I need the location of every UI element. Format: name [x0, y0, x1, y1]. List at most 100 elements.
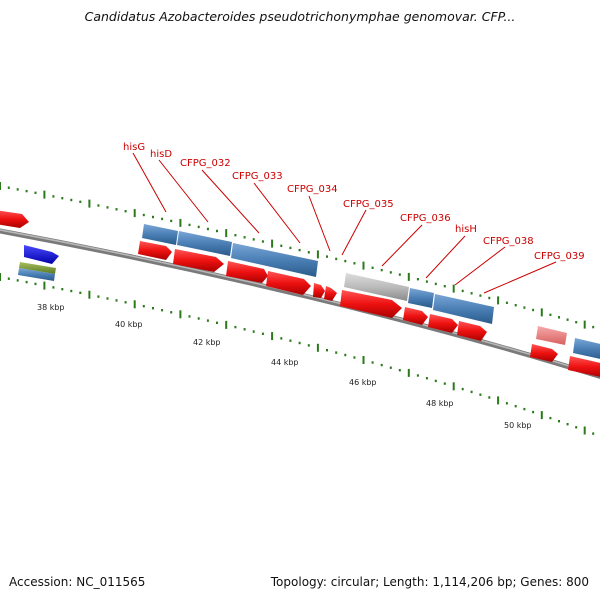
- minor-tick: [188, 315, 191, 318]
- minor-tick: [380, 363, 383, 367]
- major-tick: [583, 426, 586, 435]
- gene-block-cfpg-039[interactable]: [536, 326, 567, 345]
- minor-tick: [389, 271, 392, 274]
- gene-block-cfpg-035[interactable]: [344, 273, 409, 301]
- gene-arrow-cfpg-036[interactable]: [403, 307, 428, 325]
- kbp-label: 38 kbp: [37, 303, 65, 312]
- gene-label-cfpg-038[interactable]: CFPG_038: [483, 236, 534, 247]
- minor-tick: [170, 219, 173, 223]
- kbp-label: 48 kbp: [426, 399, 454, 408]
- minor-tick: [206, 227, 209, 231]
- minor-tick: [70, 289, 73, 293]
- major-tick: [452, 382, 455, 391]
- genome-summary: Topology: circular; Length: 1,114,206 bp…: [270, 575, 589, 589]
- minor-tick: [7, 186, 10, 189]
- minor-tick: [298, 341, 301, 345]
- minor-tick: [434, 282, 437, 286]
- gene-arrow-cfpg-039[interactable]: [530, 344, 558, 362]
- gene-arrow-cfpg-038[interactable]: [457, 321, 487, 341]
- major-tick: [271, 239, 274, 248]
- minor-tick: [389, 366, 392, 369]
- kbp-label: 46 kbp: [349, 378, 377, 387]
- gene-arrow-cfpg-034[interactable]: [313, 283, 325, 298]
- major-tick: [43, 190, 46, 199]
- genome-backbone: [0, 228, 600, 380]
- gene-label-cfpg-039[interactable]: CFPG_039: [534, 251, 585, 262]
- genes-label: Genes:: [520, 575, 563, 589]
- minor-tick: [380, 268, 383, 272]
- minor-tick: [261, 240, 264, 243]
- callout-line: [454, 246, 506, 286]
- minor-tick: [289, 246, 292, 250]
- minor-tick: [434, 379, 437, 383]
- gene-arrow-cfpg-033[interactable]: [266, 271, 311, 295]
- minor-tick: [353, 356, 356, 359]
- minor-tick: [592, 325, 595, 329]
- gene-block[interactable]: [18, 268, 55, 281]
- minor-tick: [416, 278, 419, 281]
- minor-tick: [170, 311, 173, 314]
- kbp-label: 50 kbp: [504, 421, 532, 430]
- gene-arrow-hisg[interactable]: [138, 241, 172, 260]
- minor-tick: [416, 374, 419, 377]
- gene-arrow-forward[interactable]: [0, 210, 29, 228]
- gene-arrow-hisd[interactable]: [173, 249, 224, 272]
- minor-tick: [61, 288, 64, 291]
- gene-features: [0, 210, 600, 378]
- gene-arrow-cfpg-034b[interactable]: [324, 286, 337, 301]
- callout-line: [308, 195, 331, 252]
- minor-tick: [206, 319, 209, 322]
- minor-tick: [398, 273, 401, 276]
- gene-label-cfpg-033[interactable]: CFPG_033: [232, 171, 283, 182]
- minor-tick: [523, 407, 526, 411]
- gene-block-hisg[interactable]: [142, 224, 178, 245]
- gene-label-cfpg-034[interactable]: CFPG_034: [287, 184, 338, 195]
- callout-line: [341, 209, 367, 256]
- genome-title: Candidatus Azobacteroides pseudotrichony…: [84, 9, 516, 24]
- minor-tick: [115, 208, 118, 211]
- minor-tick: [106, 297, 109, 300]
- minor-tick: [97, 295, 100, 298]
- minor-tick: [243, 328, 246, 331]
- minor-tick: [289, 339, 292, 342]
- minor-tick: [79, 291, 82, 294]
- minor-tick: [52, 286, 55, 289]
- callout-line: [132, 152, 167, 213]
- minor-tick: [216, 229, 218, 233]
- gene-arrow-forward[interactable]: [568, 356, 600, 378]
- major-tick: [88, 199, 91, 208]
- gene-block-hisd[interactable]: [177, 231, 232, 256]
- gene-label-cfpg-036[interactable]: CFPG_036: [400, 213, 451, 224]
- gene-label-cfpg-035[interactable]: CFPG_035: [343, 199, 394, 210]
- major-tick: [316, 250, 319, 259]
- gene-arrow-forward[interactable]: [24, 245, 59, 264]
- gene-label-hisg[interactable]: hisG: [123, 142, 145, 153]
- minor-tick: [243, 236, 246, 239]
- gene-block-hish[interactable]: [433, 294, 494, 324]
- gene-arrow-cfpg-032[interactable]: [226, 261, 268, 283]
- accession-info: Accession: NC_011565: [9, 575, 145, 589]
- gene-block[interactable]: [573, 338, 600, 360]
- gene-arrow-cfpg-035[interactable]: [340, 290, 402, 318]
- gene-block-cfpg-036[interactable]: [408, 288, 434, 308]
- minor-tick: [25, 189, 28, 193]
- gene-block[interactable]: [19, 262, 56, 274]
- minor-tick: [335, 351, 338, 354]
- gene-block-cfpg-033[interactable]: [231, 243, 318, 277]
- major-tick: [407, 272, 410, 281]
- major-tick: [362, 261, 365, 270]
- gene-label-cfpg-032[interactable]: CFPG_032: [180, 158, 231, 169]
- minor-tick: [161, 217, 164, 221]
- minor-tick: [252, 238, 255, 241]
- gene-arrow-hish[interactable]: [428, 314, 458, 333]
- gene-labels: hisG hisD CFPG_032 CFPG_033 CFPG_034 CFP…: [123, 142, 585, 262]
- gene-label-hisd[interactable]: hisD: [150, 149, 172, 160]
- gene-label-hish[interactable]: hisH: [455, 224, 477, 235]
- minor-tick: [558, 316, 560, 319]
- major-tick: [133, 300, 136, 309]
- minor-tick: [216, 321, 218, 324]
- minor-tick: [70, 198, 73, 202]
- accession-value: NC_011565: [76, 575, 146, 589]
- minor-tick: [523, 306, 526, 309]
